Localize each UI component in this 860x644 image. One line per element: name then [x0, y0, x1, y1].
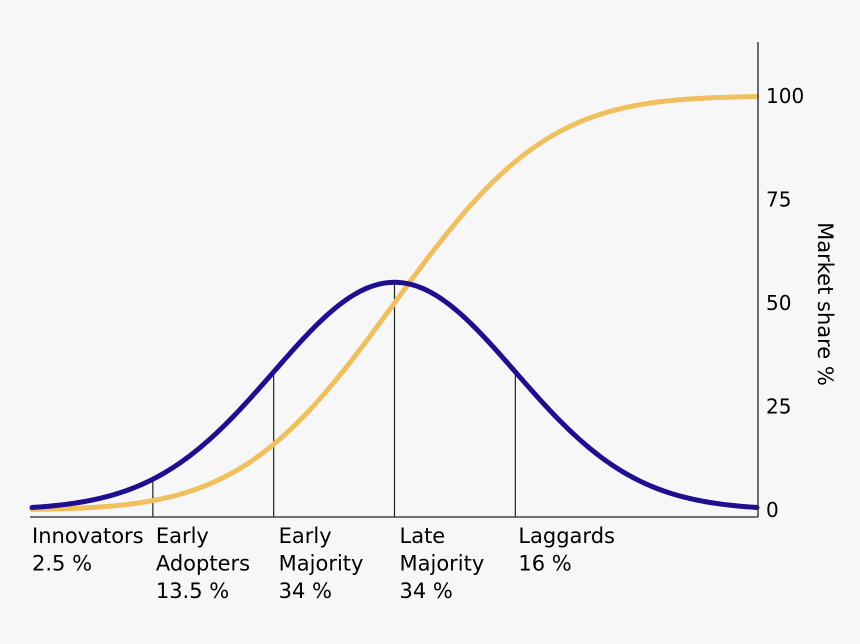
segment-label: Laggards 16 %	[518, 524, 615, 576]
y-axis-ticks: 0 25 50 75 100	[766, 84, 804, 522]
segment-label: Innovators 2.5 %	[32, 524, 144, 576]
y-tick-label: 0	[766, 498, 779, 522]
segment-label: Late Majority 34 %	[400, 524, 485, 603]
segment-label: Early Majority 34 %	[279, 524, 364, 603]
y-tick-label: 50	[766, 291, 791, 315]
segment-name: Innovators	[32, 524, 144, 548]
segment-name: Late	[400, 524, 446, 548]
segment-share: 34 %	[279, 579, 332, 603]
segment-share: 16 %	[518, 552, 571, 576]
y-tick-label: 100	[766, 84, 804, 108]
y-tick-label: 25	[766, 395, 791, 419]
segment-dividers	[152, 282, 516, 517]
segment-name: Early	[156, 524, 209, 548]
cumulative-s-curve	[29, 94, 760, 512]
adoption-bell-curve	[29, 279, 760, 510]
segment-name: Majority	[279, 552, 364, 576]
segment-name: Early	[279, 524, 332, 548]
segment-share: 34 %	[400, 579, 453, 603]
segment-label: Early Adopters 13.5 %	[156, 524, 250, 603]
segment-labels: Innovators 2.5 % Early Adopters 13.5 % Early M…	[32, 524, 615, 603]
y-axis-label: Market share %	[813, 222, 837, 386]
segment-name: Laggards	[518, 524, 615, 548]
segment-share: 2.5 %	[32, 552, 92, 576]
segment-share: 13.5 %	[156, 579, 229, 603]
segment-name: Adopters	[156, 552, 250, 576]
y-tick-label: 75	[766, 188, 791, 212]
segment-name: Majority	[400, 552, 485, 576]
